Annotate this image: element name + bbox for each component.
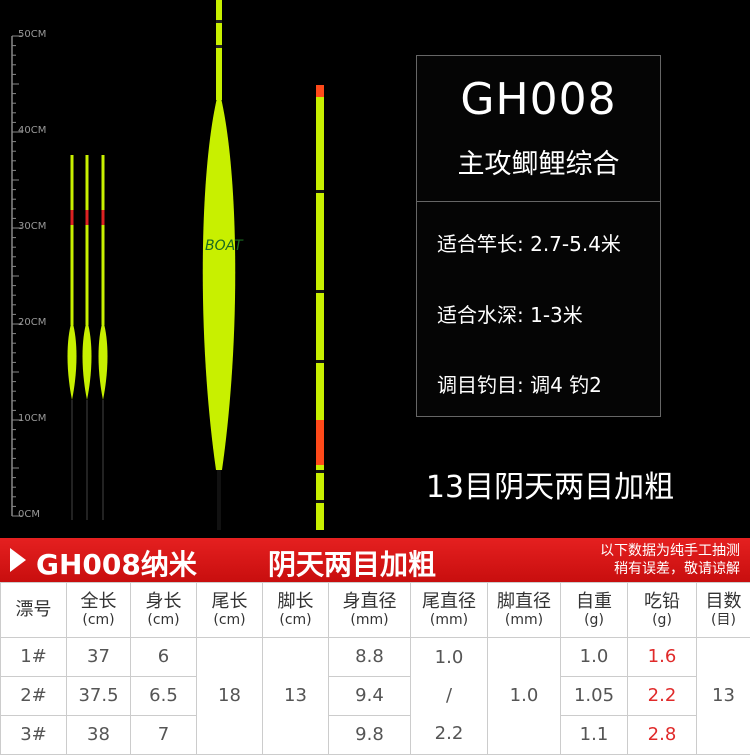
cell: 2#: [1, 677, 67, 716]
header-cell: 全长(cm): [67, 583, 131, 638]
cell: 2.8: [628, 716, 697, 755]
header-unit: (mm): [329, 612, 410, 628]
header-cell: 尾长(cm): [197, 583, 263, 638]
banner: GH008纳米 阴天两目加粗 以下数据为纯手工抽测稍有误差，敬请谅解: [0, 538, 750, 582]
cell: 1.0: [488, 638, 561, 755]
cell: 8.8: [329, 638, 411, 677]
product-photo: BOAT 50CM 40CM 30CM 20CM 10CM 0CM GH008 主攻鲫鲤综…: [0, 0, 750, 538]
cell: 7: [131, 716, 197, 755]
float-foot: [86, 400, 88, 520]
header-cell: 目数(目): [697, 583, 750, 638]
cell: 1.05: [561, 677, 628, 716]
header-unit: (cm): [131, 612, 196, 628]
cell: 13: [263, 638, 329, 755]
header-name: 目数: [697, 592, 750, 613]
note-line: 以下数据为纯手工抽测: [600, 542, 740, 560]
float-foot: [102, 400, 104, 520]
header-name: 尾直径: [411, 592, 487, 613]
cell-line: 1.0: [411, 639, 487, 677]
cell: 9.4: [329, 677, 411, 716]
header-name: 尾长: [197, 592, 262, 613]
cell: 1.1: [561, 716, 628, 755]
cell: 6: [131, 638, 197, 677]
header-cell: 脚直径(mm): [488, 583, 561, 638]
header-unit: (mm): [411, 612, 487, 628]
header-unit: (g): [628, 612, 696, 628]
float-foot: [71, 400, 73, 520]
header-cell: 身长(cm): [131, 583, 197, 638]
header-name: 脚直径: [488, 592, 560, 613]
cell-line: 2.2: [411, 715, 487, 753]
cell: 9.8: [329, 716, 411, 755]
cell: 1.0/2.2: [411, 638, 488, 755]
banner-feature: 阴天两目加粗: [268, 543, 436, 583]
header-name: 自重: [561, 592, 627, 613]
ruler-label: 20CM: [18, 317, 46, 328]
cell: 38: [67, 716, 131, 755]
float-body: [99, 320, 108, 400]
cell: 1#: [1, 638, 67, 677]
header-cell: 吃铅(g): [628, 583, 697, 638]
header-cell: 自重(g): [561, 583, 628, 638]
spec-table: 漂号全长(cm)身长(cm)尾长(cm)脚长(cm)身直径(mm)尾直径(mm)…: [0, 582, 750, 755]
float-tip: [71, 155, 74, 325]
cell: 37: [67, 638, 131, 677]
header-name: 身直径: [329, 592, 410, 613]
cell: 18: [197, 638, 263, 755]
float-band: [71, 210, 74, 225]
ruler-label: 50CM: [18, 29, 46, 40]
header-name: 吃铅: [628, 592, 696, 613]
purpose: 主攻鲫鲤综合: [417, 142, 660, 181]
ruler-label: 40CM: [18, 125, 46, 136]
note: 以下数据为纯手工抽测稍有误差，敬请谅解: [600, 542, 740, 578]
model: GH008: [417, 74, 660, 125]
cell: 13: [697, 638, 750, 755]
caption: 13目阴天两目加粗: [380, 462, 720, 506]
header-name: 身长: [131, 592, 196, 613]
header-name: 脚长: [263, 592, 328, 613]
ruler-label: 10CM: [18, 413, 46, 424]
divider: [417, 201, 660, 202]
cell: 2.2: [628, 677, 697, 716]
arrow: [10, 548, 26, 572]
header-cell: 漂号: [1, 583, 67, 638]
header-unit: (目): [697, 612, 750, 628]
cell: 1.6: [628, 638, 697, 677]
spec: 适合水深: 1-3米: [437, 299, 583, 328]
banner-model: GH008纳米: [36, 543, 197, 583]
cell: 37.5: [67, 677, 131, 716]
header-name: 全长: [67, 592, 130, 613]
header-unit: (g): [561, 612, 627, 628]
note-line: 稍有误差，敬请谅解: [600, 560, 740, 578]
cell: 3#: [1, 716, 67, 755]
float-tip: [102, 155, 105, 325]
float-band: [102, 210, 105, 225]
header-name: 漂号: [1, 600, 66, 621]
spec: 调目钓目: 调4 钓2: [437, 369, 602, 398]
float-body: [83, 320, 92, 400]
ruler-label: 30CM: [18, 221, 46, 232]
ruler-label: 0CM: [18, 509, 40, 520]
float-body: [68, 320, 77, 400]
header-unit: (cm): [67, 612, 130, 628]
float-tip: [86, 155, 89, 325]
header-cell: 尾直径(mm): [411, 583, 488, 638]
info-box: GH008 主攻鲫鲤综合 适合竿长: 2.7-5.4米 适合水深: 1-3米 调…: [416, 55, 661, 417]
float-band: [86, 210, 89, 225]
spec: 适合竿长: 2.7-5.4米: [437, 228, 621, 257]
header-unit: (mm): [488, 612, 560, 628]
cell: 6.5: [131, 677, 197, 716]
header-unit: (cm): [263, 612, 328, 628]
header-cell: 脚长(cm): [263, 583, 329, 638]
svg-text:BOAT: BOAT: [205, 238, 244, 254]
cell: 1.0: [561, 638, 628, 677]
header-cell: 身直径(mm): [329, 583, 411, 638]
cell-line: /: [411, 677, 487, 715]
header-unit: (cm): [197, 612, 262, 628]
